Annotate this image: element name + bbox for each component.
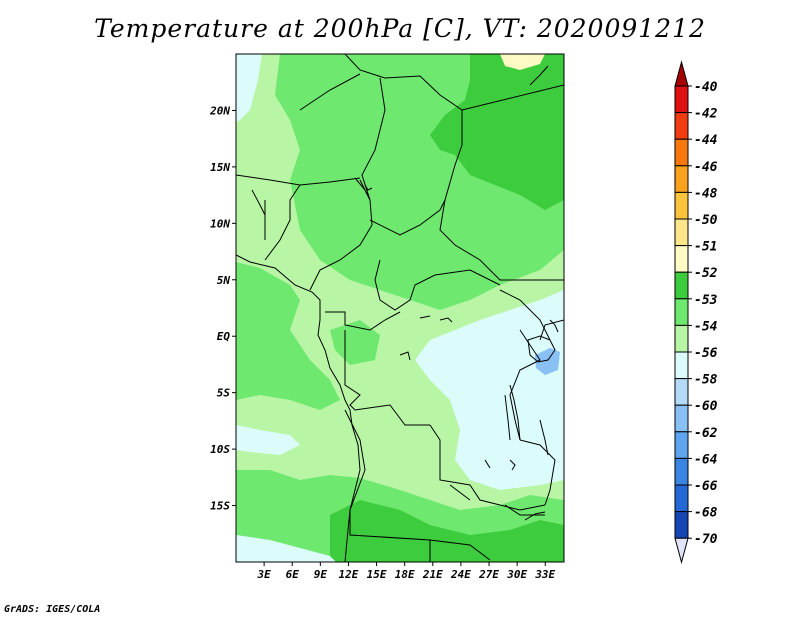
lat-tick-label: 10S <box>210 443 230 456</box>
lat-tick-label: 5N <box>217 274 231 287</box>
field-cyan-northwest <box>236 54 262 122</box>
temperature-field <box>236 54 564 562</box>
lat-tick-label: 20N <box>209 104 230 117</box>
colorbar-swatch <box>674 378 689 406</box>
latitude-ticks: 20N 15N 10N 5N EQ 5S 10S 15S <box>209 104 236 513</box>
lon-tick-label: 15E <box>367 568 387 581</box>
colorbar-swatch <box>674 138 689 167</box>
colorbar-label: -64 <box>694 452 718 467</box>
colorbar-swatch <box>674 165 689 193</box>
colorbar-label: -40 <box>694 80 718 95</box>
colorbar-label: -53 <box>694 293 718 308</box>
map-title: Temperature at 200hPa [C], VT: 202009121… <box>94 14 706 43</box>
colorbar-swatch <box>674 431 689 459</box>
lon-tick-label: 12E <box>339 568 359 581</box>
colorbar-label: -51 <box>694 240 717 255</box>
colorbar-swatch <box>674 404 689 433</box>
colorbar-swatch <box>674 324 689 353</box>
lat-tick-label: EQ <box>217 330 231 343</box>
colorbar-swatch <box>674 85 689 114</box>
colorbar-label: -62 <box>694 426 718 441</box>
lon-tick-label: 6E <box>286 568 300 581</box>
colorbar-label: -56 <box>694 346 718 361</box>
field-mid-green-central <box>330 320 380 365</box>
lon-tick-label: 9E <box>314 568 328 581</box>
lon-tick-label: 24E <box>450 568 471 581</box>
country-boundaries <box>236 54 564 562</box>
field-cyan-corner <box>236 535 336 562</box>
colorbar-bottom-arrow <box>674 537 689 565</box>
lon-tick-label: 33E <box>534 568 555 581</box>
colorbar-swatch <box>674 191 689 220</box>
lat-tick-label: 10N <box>210 217 230 230</box>
colorbar-label: -46 <box>694 160 718 175</box>
lon-tick-label: 21E <box>422 568 443 581</box>
colorbar-label: -52 <box>694 266 718 281</box>
lat-tick-label: 5S <box>217 387 231 400</box>
field-pale-yellow <box>500 54 545 70</box>
colorbar: -40 -42 -44 -46 -48 -50 -51 -52 -53 -54 -56 -58 -60 -… <box>674 60 718 565</box>
colorbar-label: -66 <box>694 479 718 494</box>
lon-tick-label: 18E <box>395 568 415 581</box>
colorbar-top-arrow <box>674 60 689 87</box>
lon-tick-label: 27E <box>478 568 499 581</box>
colorbar-swatch <box>674 484 689 513</box>
colorbar-swatch <box>674 351 689 380</box>
colorbar-swatch <box>674 457 689 486</box>
colorbar-swatch <box>674 245 689 273</box>
colorbar-swatch <box>674 271 689 300</box>
lat-tick-label: 15S <box>210 500 230 513</box>
field-dark-green-south <box>330 500 564 562</box>
field-mid-green-west <box>236 262 340 410</box>
colorbar-label: -68 <box>694 506 718 521</box>
colorbar-label: -44 <box>694 133 718 148</box>
colorbar-label: -50 <box>694 213 718 228</box>
colorbar-swatch <box>674 298 689 326</box>
colorbar-swatch <box>674 112 689 140</box>
colorbar-label: -54 <box>694 319 718 334</box>
field-cyan-southwest <box>236 425 300 455</box>
plot-frame <box>235 53 565 563</box>
grads-credit: GrADS: IGES/COLA <box>4 604 101 615</box>
lon-tick-label: 3E <box>256 568 271 581</box>
colorbar-label: -48 <box>694 186 718 201</box>
colorbar-label: -42 <box>694 107 718 122</box>
colorbar-label: -70 <box>694 532 718 547</box>
colorbar-swatch <box>674 511 689 539</box>
lat-tick-label: 15N <box>210 161 230 174</box>
longitude-ticks: 3E 6E 9E 12E 15E 18E 21E 24E 27E 30E 33E <box>256 562 556 581</box>
colorbar-label: -60 <box>694 399 718 414</box>
colorbar-swatch <box>674 218 689 247</box>
lon-tick-label: 30E <box>506 568 527 581</box>
field-light-blue-victoria <box>535 348 560 375</box>
colorbar-label: -58 <box>694 373 718 388</box>
